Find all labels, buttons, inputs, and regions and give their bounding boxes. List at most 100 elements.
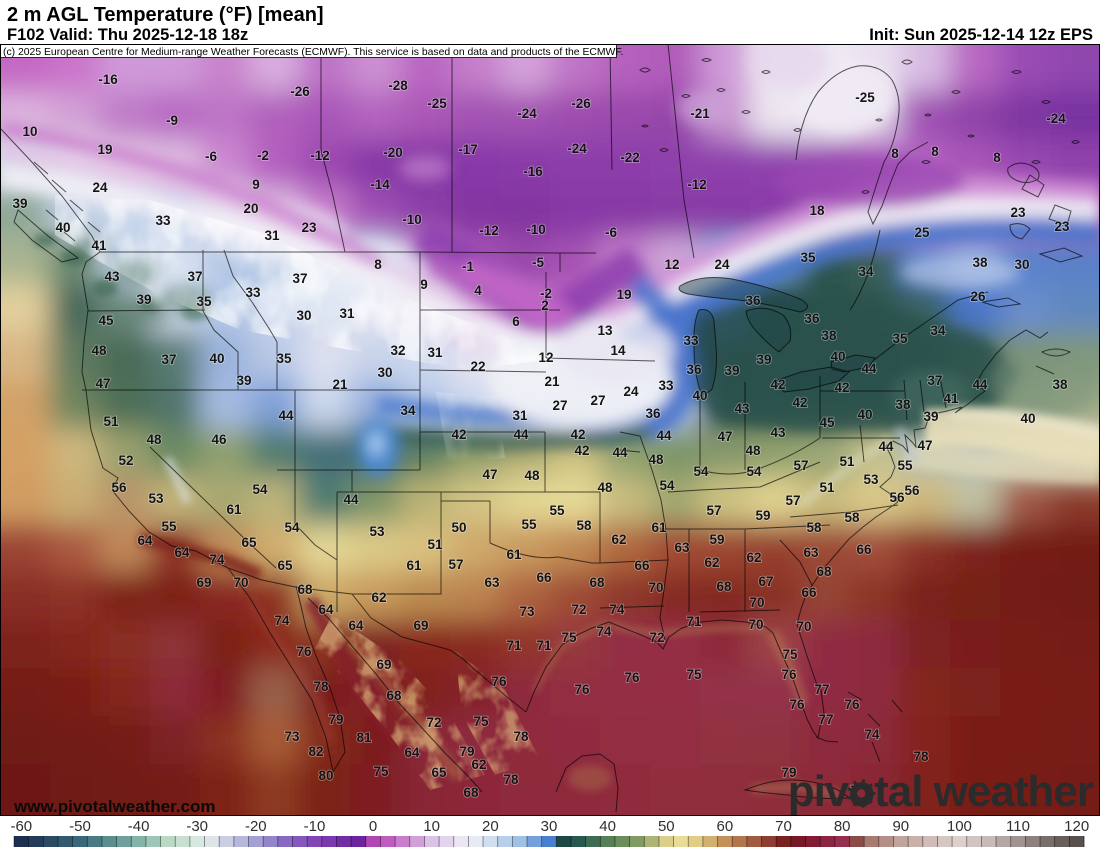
- svg-text:37: 37: [292, 271, 307, 286]
- svg-text:30: 30: [1014, 257, 1029, 272]
- svg-text:48: 48: [91, 343, 107, 358]
- svg-text:48: 48: [648, 452, 664, 467]
- svg-text:-50: -50: [69, 818, 91, 835]
- svg-text:42: 42: [792, 395, 807, 410]
- svg-text:64: 64: [348, 618, 364, 633]
- svg-text:40: 40: [209, 351, 224, 366]
- svg-text:44: 44: [278, 408, 294, 423]
- svg-text:24: 24: [92, 180, 108, 195]
- svg-text:78: 78: [503, 772, 519, 787]
- svg-text:79: 79: [328, 712, 343, 727]
- svg-text:40: 40: [857, 407, 872, 422]
- svg-text:39: 39: [12, 196, 27, 211]
- svg-text:76: 76: [781, 667, 797, 682]
- svg-text:47: 47: [717, 429, 732, 444]
- svg-text:-26: -26: [290, 84, 310, 99]
- svg-text:65: 65: [277, 558, 293, 573]
- svg-text:62: 62: [611, 532, 626, 547]
- svg-text:62: 62: [371, 590, 386, 605]
- svg-text:26: 26: [970, 289, 986, 304]
- svg-text:48: 48: [524, 468, 540, 483]
- svg-text:6: 6: [512, 314, 520, 329]
- svg-text:-30: -30: [186, 818, 208, 835]
- svg-text:36: 36: [686, 362, 702, 377]
- svg-text:75: 75: [686, 667, 702, 682]
- svg-text:58: 58: [576, 518, 592, 533]
- svg-text:50: 50: [658, 818, 675, 835]
- svg-text:63: 63: [803, 545, 819, 560]
- svg-text:64: 64: [174, 545, 190, 560]
- svg-text:64: 64: [318, 602, 334, 617]
- svg-text:54: 54: [284, 520, 300, 535]
- svg-text:55: 55: [161, 519, 177, 534]
- svg-text:8: 8: [931, 144, 939, 159]
- svg-text:63: 63: [484, 575, 500, 590]
- svg-text:42: 42: [570, 427, 585, 442]
- svg-text:36: 36: [745, 293, 761, 308]
- svg-text:33: 33: [658, 378, 674, 393]
- svg-text:44: 44: [972, 377, 988, 392]
- svg-text:59: 59: [755, 508, 770, 523]
- svg-text:24: 24: [623, 384, 639, 399]
- svg-text:43: 43: [770, 425, 786, 440]
- svg-text:-22: -22: [620, 150, 640, 165]
- svg-text:58: 58: [806, 520, 822, 535]
- svg-text:27: 27: [590, 393, 605, 408]
- svg-text:70: 70: [796, 619, 811, 634]
- svg-text:79: 79: [459, 744, 474, 759]
- svg-text:72: 72: [649, 630, 664, 645]
- svg-text:38: 38: [1052, 377, 1068, 392]
- svg-text:-20: -20: [383, 145, 403, 160]
- svg-text:76: 76: [491, 674, 507, 689]
- svg-text:-2: -2: [540, 286, 552, 301]
- svg-text:34: 34: [858, 264, 874, 279]
- svg-text:67: 67: [758, 574, 773, 589]
- svg-text:9: 9: [420, 277, 428, 292]
- svg-text:82: 82: [308, 744, 323, 759]
- svg-text:43: 43: [734, 401, 750, 416]
- svg-text:42: 42: [834, 380, 849, 395]
- svg-text:68: 68: [816, 564, 832, 579]
- svg-text:34: 34: [930, 323, 946, 338]
- svg-text:37: 37: [161, 352, 176, 367]
- svg-text:34: 34: [400, 403, 416, 418]
- svg-text:44: 44: [612, 445, 628, 460]
- svg-text:72: 72: [571, 602, 586, 617]
- svg-text:44: 44: [656, 428, 672, 443]
- svg-text:74: 74: [209, 552, 225, 567]
- svg-text:51: 51: [103, 414, 119, 429]
- svg-text:57: 57: [448, 557, 463, 572]
- svg-text:73: 73: [284, 729, 300, 744]
- svg-text:39: 39: [136, 292, 151, 307]
- svg-text:39: 39: [756, 352, 771, 367]
- svg-text:62: 62: [471, 757, 486, 772]
- svg-text:45: 45: [98, 313, 114, 328]
- svg-text:10: 10: [22, 124, 37, 139]
- svg-text:39: 39: [724, 363, 739, 378]
- svg-text:51: 51: [819, 480, 835, 495]
- svg-text:-9: -9: [166, 113, 178, 128]
- svg-text:14: 14: [610, 343, 626, 358]
- svg-text:48: 48: [597, 480, 613, 495]
- svg-text:41: 41: [91, 238, 107, 253]
- svg-text:70: 70: [648, 580, 663, 595]
- svg-text:47: 47: [917, 438, 932, 453]
- svg-text:33: 33: [155, 213, 171, 228]
- svg-text:51: 51: [839, 454, 855, 469]
- svg-text:61: 61: [506, 547, 522, 562]
- svg-text:120: 120: [1064, 818, 1089, 835]
- svg-text:19: 19: [616, 287, 631, 302]
- svg-text:51: 51: [427, 537, 443, 552]
- svg-text:33: 33: [245, 285, 261, 300]
- svg-text:46: 46: [211, 432, 227, 447]
- svg-text:31: 31: [264, 228, 280, 243]
- svg-text:44: 44: [343, 492, 359, 507]
- svg-text:23: 23: [301, 220, 317, 235]
- svg-text:-26: -26: [571, 96, 591, 111]
- svg-text:59: 59: [709, 532, 724, 547]
- svg-text:9: 9: [252, 177, 260, 192]
- svg-text:23: 23: [1010, 205, 1026, 220]
- svg-text:65: 65: [241, 535, 257, 550]
- svg-text:35: 35: [276, 351, 292, 366]
- svg-text:70: 70: [749, 595, 764, 610]
